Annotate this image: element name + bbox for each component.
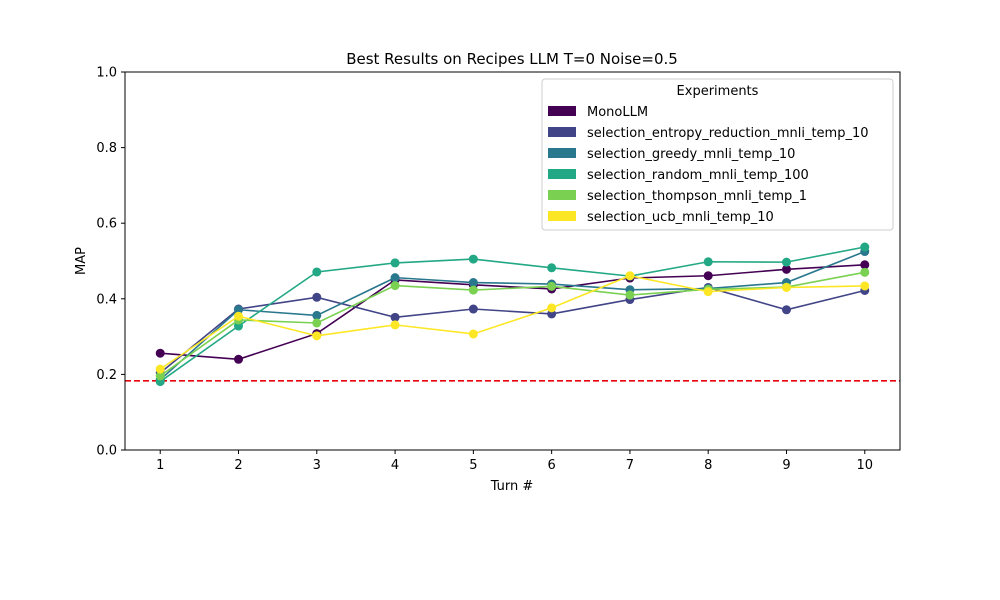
x-tick-label: 1 <box>156 458 164 473</box>
legend-swatch <box>548 106 576 116</box>
data-point <box>390 312 400 322</box>
data-point <box>703 287 713 297</box>
data-point <box>234 311 244 321</box>
x-tick-label: 2 <box>234 458 242 473</box>
legend-label: selection_thompson_mnli_temp_1 <box>587 189 807 204</box>
data-point <box>625 271 635 281</box>
x-tick-label: 8 <box>704 458 712 473</box>
legend-swatch <box>548 127 576 137</box>
chart-title: Best Results on Recipes LLM T=0 Noise=0.… <box>346 50 678 68</box>
data-point <box>390 258 400 268</box>
data-point <box>390 320 400 330</box>
data-point <box>468 285 478 295</box>
series-line-6 <box>159 274 865 370</box>
data-point <box>312 292 322 302</box>
data-point <box>312 267 322 277</box>
x-tick-label: 6 <box>548 458 556 473</box>
plot-frame <box>124 71 901 451</box>
y-tick-label: 0.4 <box>96 292 117 307</box>
data-point <box>468 304 478 314</box>
data-point <box>547 281 557 291</box>
data-point <box>860 242 870 252</box>
data-point <box>860 267 870 277</box>
data-point <box>155 348 165 358</box>
data-point <box>312 331 322 341</box>
series-line-1 <box>160 263 865 361</box>
legend-label: selection_entropy_reduction_mnli_temp_10 <box>587 126 869 141</box>
data-point <box>625 290 635 300</box>
x-axis-label: Turn # <box>490 479 534 494</box>
data-point <box>703 271 713 281</box>
x-tick-label: 10 <box>856 458 873 473</box>
y-tick-label: 1.0 <box>96 66 117 81</box>
x-tick-label: 7 <box>626 458 634 473</box>
legend-label: selection_ucb_mnli_temp_10 <box>587 210 774 225</box>
legend-swatch <box>548 169 576 179</box>
data-point <box>234 305 244 315</box>
legend-label: MonoLLM <box>587 105 648 120</box>
data-point <box>390 281 400 291</box>
data-point <box>468 329 478 339</box>
data-point <box>468 254 478 264</box>
data-point <box>781 264 791 274</box>
plot-area <box>125 242 900 387</box>
y-tick-label: 0.0 <box>96 444 117 459</box>
series-line-4 <box>159 246 865 383</box>
data-point <box>155 364 165 374</box>
y-tick-label: 0.6 <box>96 217 117 232</box>
x-tick-label: 4 <box>391 458 399 473</box>
data-point <box>703 257 713 267</box>
data-point <box>547 303 557 313</box>
y-axis-label: MAP <box>74 247 89 275</box>
x-tick-label: 5 <box>469 458 477 473</box>
series-line-5 <box>159 271 865 377</box>
data-point <box>312 318 322 328</box>
legend-title: Experiments <box>677 84 759 99</box>
data-point <box>860 281 870 291</box>
x-tick-label: 3 <box>313 458 321 473</box>
data-point <box>781 305 791 315</box>
legend: Experiments MonoLLM selection_entropy_redu… <box>541 78 894 231</box>
x-tick-label: 9 <box>782 458 790 473</box>
legend-swatch <box>548 190 576 200</box>
series-line-2 <box>159 286 865 374</box>
data-point <box>390 273 400 283</box>
data-point <box>468 278 478 288</box>
legend-label: selection_random_mnli_temp_100 <box>587 168 809 183</box>
data-point <box>547 263 557 273</box>
legend-box <box>541 78 894 231</box>
y-tick-label: 0.8 <box>96 141 117 156</box>
data-point <box>312 310 322 320</box>
data-point <box>781 257 791 267</box>
data-point <box>155 371 165 381</box>
data-point <box>860 260 870 270</box>
data-point <box>781 282 791 292</box>
data-point <box>234 354 244 364</box>
legend-swatch <box>548 211 576 221</box>
legend-label: selection_greedy_mnli_temp_10 <box>587 147 795 162</box>
legend-swatch <box>548 148 576 158</box>
series-line-3 <box>159 250 866 381</box>
axes: 1 2 3 4 5 6 7 8 9 10 0.0 0.2 0.4 0.6 0.8 1.0 <box>96 66 901 473</box>
y-tick-label: 0.2 <box>96 368 117 383</box>
